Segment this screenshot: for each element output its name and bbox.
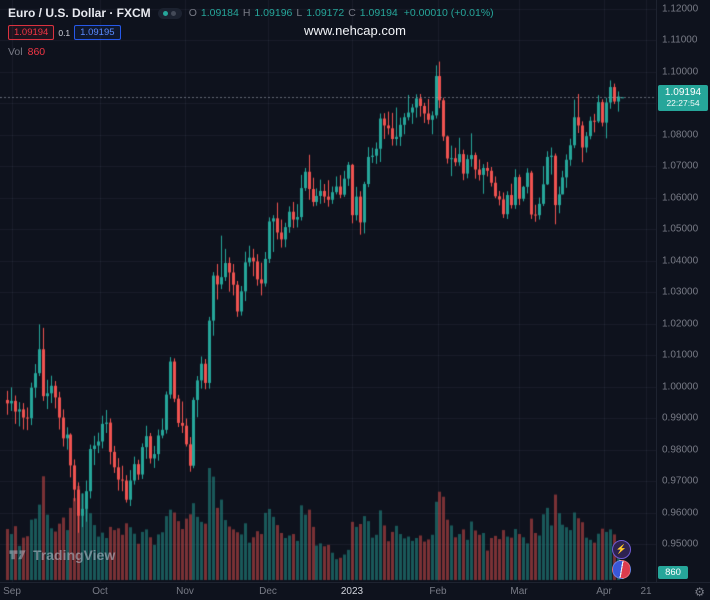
buy-button[interactable]: 1.09195 [74, 25, 121, 40]
boost-lightning-button[interactable]: ⚡ [612, 540, 631, 559]
price-axis-label: 0.97000 [662, 475, 699, 487]
symbol-title[interactable]: Euro / U.S. Dollar · FXCM [8, 6, 151, 20]
price-axis-label: 1.07000 [662, 160, 699, 172]
price-axis-label: 1.02000 [662, 318, 699, 330]
price-axis-label: 0.98000 [662, 444, 699, 456]
volume-row: Vol 860 [8, 46, 494, 58]
volume-label[interactable]: Vol [8, 46, 23, 58]
price-axis-label: 1.10000 [662, 66, 699, 78]
low-label: L [296, 7, 303, 19]
high-value: 1.09196 [254, 7, 293, 19]
bar-countdown: 22:27:54 [666, 98, 700, 109]
price-axis-label: 1.01000 [662, 349, 699, 361]
price-axis-label: 0.95000 [662, 538, 699, 550]
price-axis-label: 0.96000 [662, 507, 699, 519]
time-axis[interactable]: ⚙ Sep Oct Nov Dec 2023 Feb Mar Apr 21 [0, 582, 710, 600]
current-price-badge: 1.09194 22:27:54 [658, 85, 708, 112]
open-label: O [188, 7, 197, 19]
tradingview-mark-icon [9, 550, 26, 560]
spread-value: 0.1 [58, 27, 71, 38]
legend: Euro / U.S. Dollar · FXCM O 1.09184 H 1.09… [8, 6, 494, 58]
sell-button[interactable]: 1.09194 [8, 25, 55, 40]
lightning-icon: ⚡ [615, 544, 628, 554]
price-axis[interactable]: 0.95000 0.96000 0.97000 0.98000 0.99000 1.000… [656, 0, 710, 582]
change-value: +0.00010 (+0.01%) [403, 7, 494, 19]
legend-row-main: Euro / U.S. Dollar · FXCM O 1.09184 H 1.09… [8, 6, 494, 20]
high-label: H [242, 7, 251, 19]
time-axis-label: Sep [3, 586, 21, 597]
price-axis-label: 1.08000 [662, 129, 699, 141]
bid-ask-row: 1.09194 0.1 1.09195 [8, 25, 494, 40]
time-axis-label: Mar [510, 586, 528, 597]
price-axis-label: 1.12000 [662, 3, 699, 15]
series-dot-icon [163, 10, 169, 16]
time-axis-label: Apr [596, 586, 612, 597]
low-value: 1.09172 [306, 7, 345, 19]
time-axis-label: 21 [640, 586, 652, 597]
open-value: 1.09184 [200, 7, 239, 19]
candlestick-chart[interactable] [0, 0, 656, 582]
time-axis-label: Feb [429, 586, 447, 597]
flag-roundel-button[interactable] [612, 560, 631, 579]
tradingview-logo[interactable]: TradingView [8, 545, 115, 564]
price-axis-label: 1.11000 [662, 34, 698, 46]
time-axis-label: Oct [92, 586, 108, 597]
current-price-value: 1.09194 [664, 87, 702, 99]
time-axis-label: 2023 [340, 586, 364, 597]
price-axis-label: 1.04000 [662, 255, 699, 267]
time-axis-label: Nov [176, 586, 194, 597]
volume-badge: 860 [658, 566, 688, 579]
tradingview-logo-text: TradingView [33, 546, 116, 563]
settings-gear-icon[interactable]: ⚙ [694, 585, 705, 599]
price-axis-label: 0.99000 [662, 412, 699, 424]
volume-value: 860 [27, 46, 46, 58]
time-axis-label: Dec [259, 586, 277, 597]
price-axis-label: 1.03000 [662, 286, 699, 298]
close-value: 1.09194 [359, 7, 398, 19]
watermark: www.nehcap.com [304, 23, 406, 38]
price-axis-label: 1.06000 [662, 192, 699, 204]
series-dot-muted-icon [171, 10, 177, 16]
price-axis-label: 1.05000 [662, 223, 699, 235]
close-label: C [348, 7, 356, 19]
ohlc-values: O 1.09184 H 1.09196 L 1.09172 C 1.09194 +0.0… [189, 7, 494, 19]
series-toggle-pill[interactable] [157, 7, 182, 19]
price-axis-label: 1.00000 [662, 381, 699, 393]
